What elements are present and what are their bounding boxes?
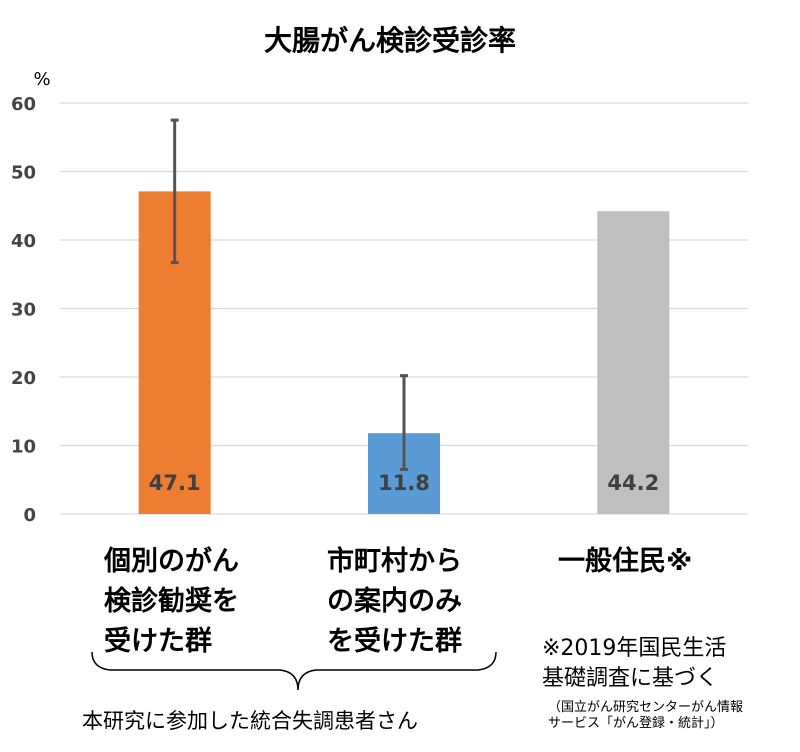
group-brace xyxy=(91,651,497,691)
source-note: （国立がん研究センターがん情報 サービス「がん登録・統計」） xyxy=(548,700,744,731)
footnote: ※2019年国民生活 基礎調査に基づく xyxy=(542,636,727,691)
y-tick-label: 40 xyxy=(11,231,36,252)
group-caption: 本研究に参加した統合失調患者さん xyxy=(82,709,418,733)
y-tick-label: 60 xyxy=(11,94,36,115)
y-axis-unit: % xyxy=(33,69,50,90)
value-label: 11.8 xyxy=(378,471,430,495)
y-tick-label: 50 xyxy=(11,163,36,184)
category-label-general: 一般住民※ xyxy=(558,546,693,577)
category-label-individual: 個別のがん 検診勧奨を 受けた群 xyxy=(104,546,239,657)
error-bars xyxy=(170,118,408,471)
value-labels: 47.1 11.8 44.2 xyxy=(149,471,659,495)
y-tick-labels: 0 10 20 30 40 50 60 xyxy=(11,94,36,526)
bar xyxy=(597,211,670,515)
y-tick-label: 10 xyxy=(11,437,36,458)
chart-title: 大腸がん検診受診率 xyxy=(264,24,516,57)
value-label: 47.1 xyxy=(149,471,201,495)
y-tick-label: 20 xyxy=(11,368,36,389)
value-label: 44.2 xyxy=(607,471,659,495)
y-tick-label: 0 xyxy=(23,505,36,526)
y-tick-label: 30 xyxy=(11,300,36,321)
category-label-municipal: 市町村から の案内のみ を受けた群 xyxy=(327,546,462,657)
